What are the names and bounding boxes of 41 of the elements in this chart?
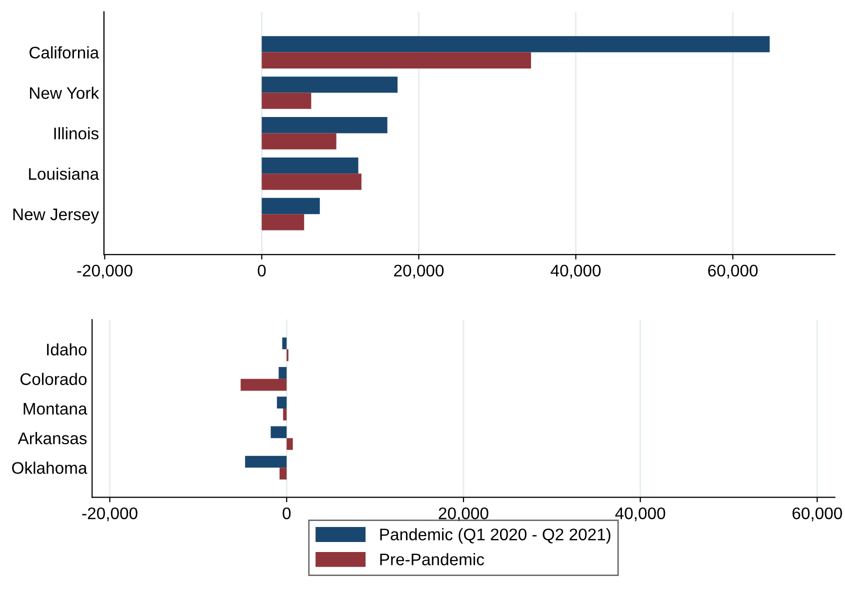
bar <box>245 456 287 468</box>
bar <box>262 157 358 174</box>
x-tick-label: 60,000 <box>792 507 842 522</box>
x-tick-label: 0 <box>258 264 266 277</box>
bar <box>282 337 287 350</box>
y-tick-label: Arkansas <box>18 432 87 444</box>
x-tick-label: 60,000 <box>708 264 758 278</box>
bar <box>278 367 287 379</box>
bar <box>283 408 287 420</box>
x-tick-label: 20,000 <box>394 264 444 278</box>
y-tick-label: Illinois <box>54 127 98 140</box>
bar <box>286 438 293 450</box>
legend-label: Pre-Pandemic <box>380 553 484 566</box>
x-tick-label: 0 <box>282 507 291 520</box>
y-tick-label: Oklahoma <box>12 462 88 474</box>
x-tick-label: 20,000 <box>438 507 488 522</box>
x-tick-label: -20,000 <box>77 264 132 278</box>
y-tick-label: California <box>30 46 100 58</box>
bar <box>262 214 304 230</box>
bar <box>276 396 287 408</box>
bar <box>262 133 336 150</box>
bar <box>262 36 770 52</box>
bar <box>280 468 287 480</box>
x-tick-label: 40,000 <box>615 507 666 522</box>
y-tick-label: New York <box>30 86 100 99</box>
x-tick-label: 40,000 <box>550 264 601 278</box>
y-tick-label: Idaho <box>47 343 87 356</box>
bar <box>262 174 362 190</box>
x-tick-label: -20,000 <box>82 507 138 522</box>
bar <box>262 198 320 214</box>
bar <box>270 426 287 438</box>
y-tick-label: Colorado <box>20 372 87 386</box>
bar <box>262 117 388 134</box>
y-tick-label: Louisiana <box>29 168 100 180</box>
legend-label: Pandemic (Q1 2020 - Q2 2021) <box>380 528 610 544</box>
bar <box>240 378 287 391</box>
bar <box>262 92 312 109</box>
bar <box>262 52 532 68</box>
y-tick-label: Montana <box>24 403 88 415</box>
y-tick-label: New Jersey <box>13 208 100 224</box>
bar <box>262 76 398 93</box>
